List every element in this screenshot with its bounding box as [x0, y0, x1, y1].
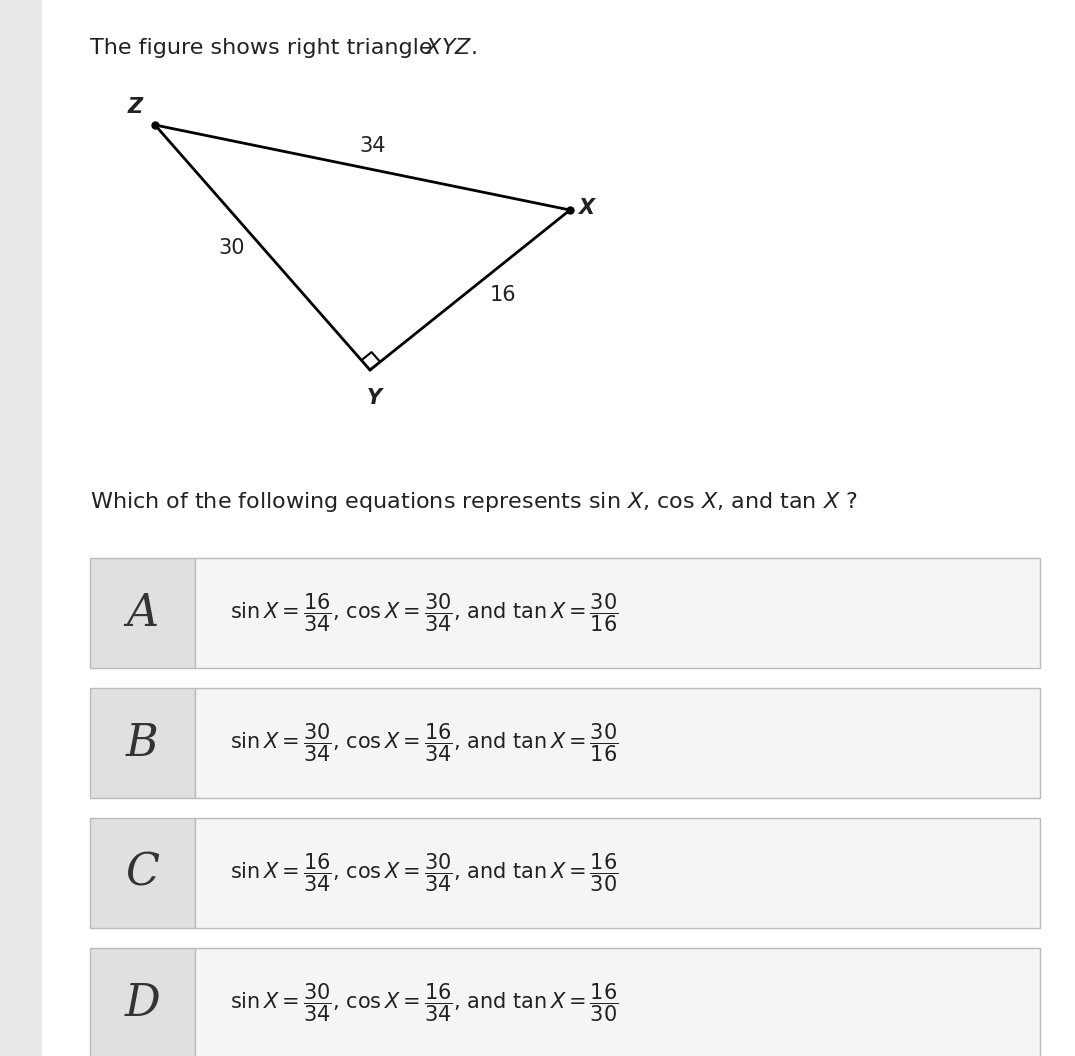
- Text: $\sin X = \dfrac{16}{34}$, $\cos X = \dfrac{30}{34}$, and $\tan X = \dfrac{16}{3: $\sin X = \dfrac{16}{34}$, $\cos X = \df…: [230, 852, 618, 894]
- Text: X: X: [578, 199, 594, 218]
- Text: 30: 30: [218, 238, 244, 258]
- Text: 16: 16: [490, 285, 517, 305]
- Text: D: D: [125, 981, 160, 1024]
- Text: The figure shows right triangle: The figure shows right triangle: [90, 38, 440, 58]
- Text: Z: Z: [128, 97, 143, 117]
- Bar: [195, 558, 1040, 668]
- Bar: [90, 818, 195, 928]
- Text: $XYZ$.: $XYZ$.: [425, 38, 476, 58]
- Bar: [90, 689, 195, 798]
- Bar: [195, 689, 1040, 798]
- Text: $\sin X = \dfrac{30}{34}$, $\cos X = \dfrac{16}{34}$, and $\tan X = \dfrac{16}{3: $\sin X = \dfrac{30}{34}$, $\cos X = \df…: [230, 982, 618, 1024]
- Bar: [90, 558, 195, 668]
- Bar: [195, 818, 1040, 928]
- Bar: [195, 948, 1040, 1056]
- Text: $\sin X = \dfrac{16}{34}$, $\cos X = \dfrac{30}{34}$, and $\tan X = \dfrac{30}{1: $\sin X = \dfrac{16}{34}$, $\cos X = \df…: [230, 591, 618, 635]
- Text: B: B: [126, 721, 159, 765]
- Text: $\sin X = \dfrac{30}{34}$, $\cos X = \dfrac{16}{34}$, and $\tan X = \dfrac{30}{1: $\sin X = \dfrac{30}{34}$, $\cos X = \df…: [230, 721, 618, 765]
- Text: Which of the following equations represents sin $X$, cos $X$, and tan $X$ ?: Which of the following equations represe…: [90, 490, 858, 514]
- Bar: [0, 0, 42, 1056]
- Text: A: A: [127, 591, 159, 635]
- Text: C: C: [126, 851, 159, 894]
- Text: 34: 34: [359, 135, 386, 155]
- Bar: [90, 948, 195, 1056]
- Text: Y: Y: [367, 388, 382, 408]
